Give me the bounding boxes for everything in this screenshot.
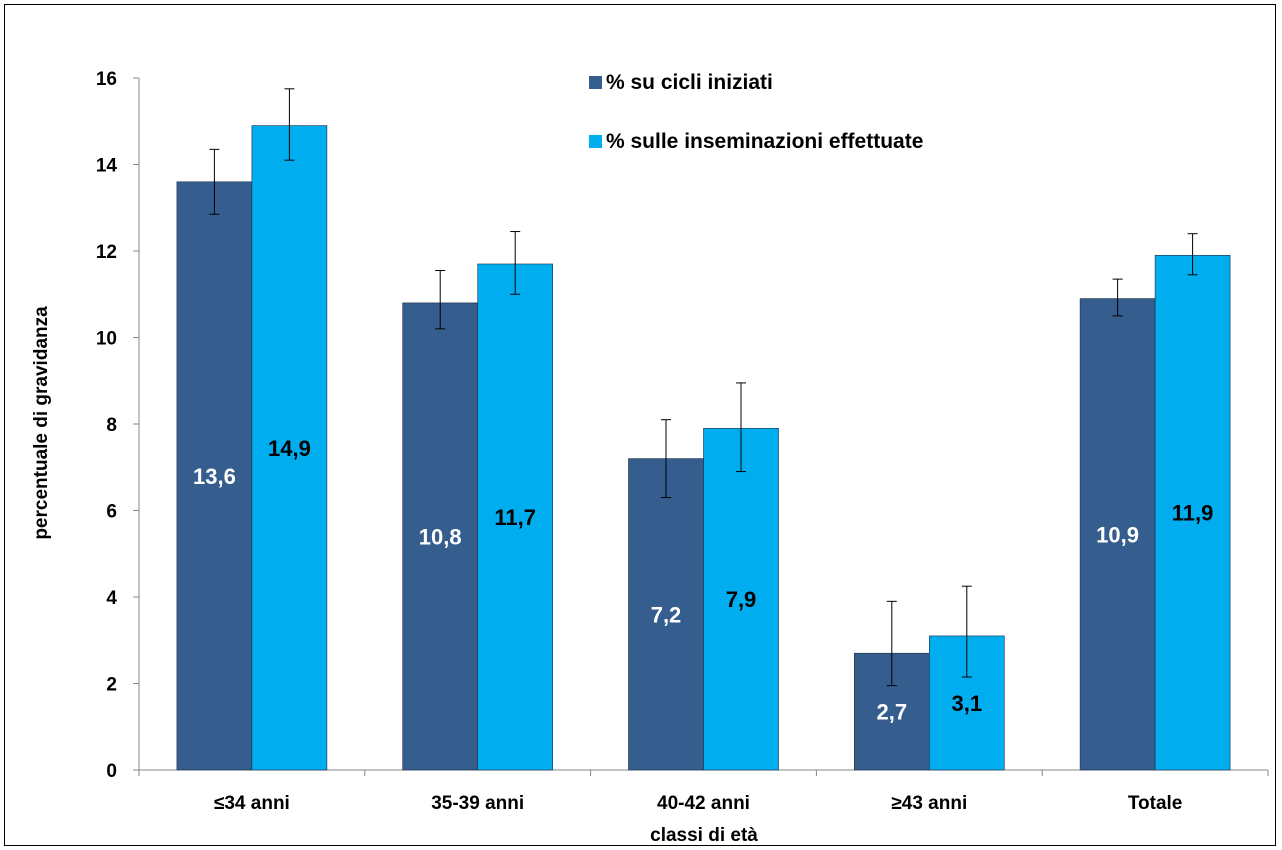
y-tick-label: 10 — [96, 329, 117, 350]
y-tick-label: 4 — [106, 588, 117, 609]
x-tick-label: 40-42 anni — [657, 793, 750, 814]
data-label: 11,9 — [1172, 501, 1214, 526]
data-label: 2,7 — [877, 700, 908, 725]
bar — [477, 263, 554, 771]
y-tick-label: 2 — [106, 675, 117, 696]
data-label: 7,9 — [726, 587, 757, 612]
data-label: 13,6 — [193, 464, 236, 489]
bar — [176, 181, 253, 771]
data-label: 10,9 — [1096, 522, 1139, 547]
y-tick-label: 0 — [106, 761, 117, 782]
legend: % su cicli iniziati % sulle inseminazion… — [589, 71, 923, 153]
legend-swatch-series-2 — [589, 135, 602, 148]
legend-label-series-1: % su cicli iniziati — [606, 71, 773, 94]
x-tick-label: 35-39 anni — [431, 793, 524, 814]
x-tick-label: ≥43 anni — [891, 793, 967, 814]
data-label: 11,7 — [494, 505, 536, 530]
data-labels: 13,6 10,8 7,2 2,7 10,9 14,9 11,7 7,9 3,1 11,9 — [193, 436, 1213, 725]
bar — [703, 428, 779, 771]
y-tick-label: 14 — [96, 156, 118, 177]
y-tick-label: 6 — [106, 502, 117, 523]
x-tick-label: ≤34 anni — [214, 793, 290, 814]
y-tick-label: 16 — [96, 69, 117, 90]
x-tick-label: Totale — [1128, 793, 1183, 814]
y-tick-label: 12 — [96, 242, 117, 263]
data-label: 10,8 — [419, 524, 462, 549]
bar — [402, 302, 479, 771]
bar — [251, 125, 328, 771]
y-tick-label: 8 — [106, 415, 117, 436]
data-label: 14,9 — [268, 436, 311, 461]
legend-label-series-2: % sulle inseminazioni effettuate — [606, 130, 923, 153]
bars — [176, 125, 1231, 771]
x-axis-title: classi di età — [650, 825, 758, 846]
y-axis-title: percentuale di gravidanza — [31, 306, 52, 540]
error-bars — [209, 88, 1198, 687]
data-label: 7,2 — [651, 602, 682, 627]
bar — [1154, 255, 1231, 771]
legend-swatch-series-1 — [589, 76, 602, 89]
data-label: 3,1 — [952, 691, 983, 716]
bar — [1079, 298, 1156, 771]
